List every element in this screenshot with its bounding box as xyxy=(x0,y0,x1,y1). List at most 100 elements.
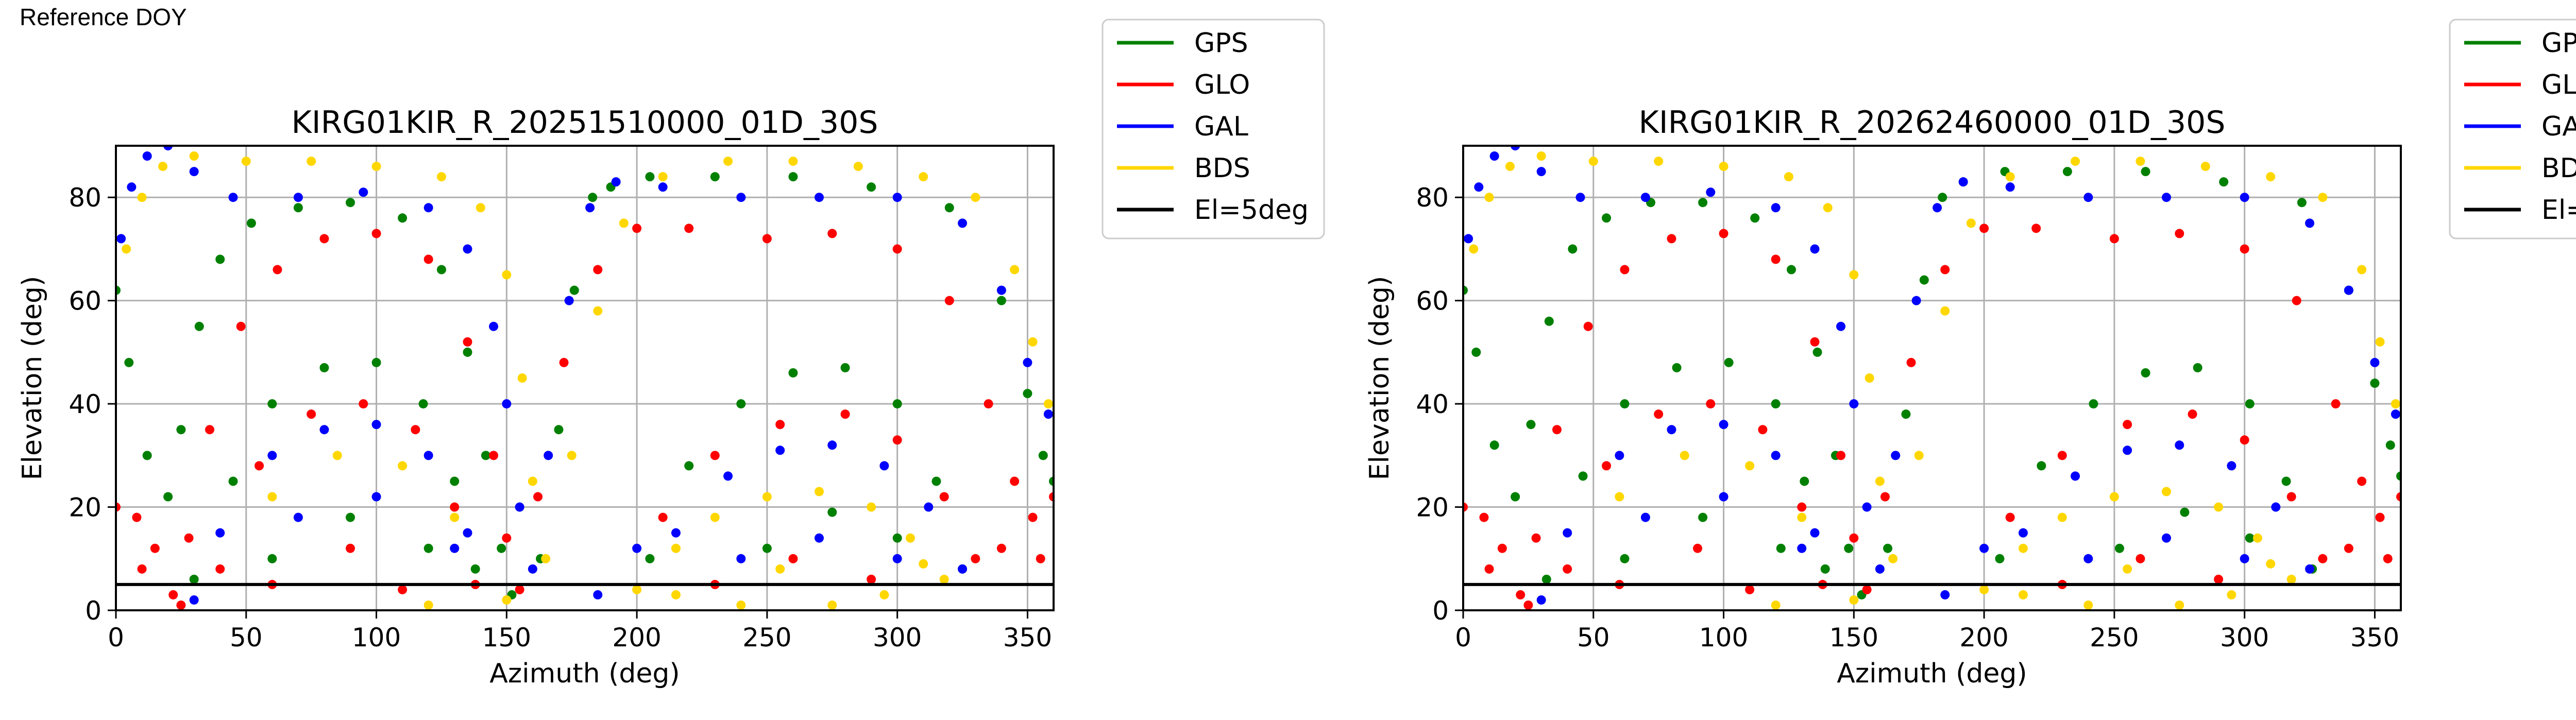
data-point-gal xyxy=(2370,357,2380,367)
data-point-glo xyxy=(1028,512,1038,522)
series-bds xyxy=(122,151,1053,610)
data-point-bds xyxy=(632,585,642,594)
data-point-gal xyxy=(2305,564,2315,574)
data-point-gps xyxy=(346,198,355,208)
data-point-gps xyxy=(267,399,277,409)
data-point-gal xyxy=(1836,321,1846,331)
legend-label: BDS xyxy=(1194,153,1250,184)
data-point-gal xyxy=(1933,203,1942,213)
data-point-gps xyxy=(645,554,655,563)
data-point-gps xyxy=(1820,564,1830,574)
x-tick-label: 100 xyxy=(352,623,401,653)
data-point-bds xyxy=(307,157,316,166)
data-point-bds xyxy=(1536,151,1546,161)
data-point-gal xyxy=(2083,193,2093,202)
axes-frame xyxy=(115,145,1055,611)
data-point-bds xyxy=(2005,172,2015,182)
data-point-gal xyxy=(544,451,553,460)
data-point-gal xyxy=(371,420,381,430)
data-point-glo xyxy=(1583,321,1593,331)
x-tick-label: 0 xyxy=(1455,623,1471,653)
data-point-gps xyxy=(194,321,204,331)
legend: GPS GLO GAL BDS El=5deg xyxy=(1101,19,1325,239)
data-point-gal xyxy=(228,193,238,202)
data-point-gal xyxy=(293,512,303,522)
data-point-bds xyxy=(971,193,980,202)
data-point-gal xyxy=(1958,177,1968,187)
data-point-gal xyxy=(1706,187,1716,197)
data-point-bds xyxy=(436,172,446,182)
data-point-bds xyxy=(1505,162,1515,172)
data-point-gps xyxy=(931,476,941,486)
data-point-gps xyxy=(2245,399,2255,409)
legend-label: El=5deg xyxy=(2541,195,2576,226)
x-tick-label: 250 xyxy=(2090,623,2139,653)
y-axis-label: Elevation (deg) xyxy=(1364,276,1395,481)
data-point-gal xyxy=(502,399,512,409)
data-point-bds xyxy=(1979,585,1989,594)
data-point-bds xyxy=(241,157,251,166)
axes-frame xyxy=(1462,145,2402,611)
data-point-gal xyxy=(528,564,537,574)
data-point-gps xyxy=(497,543,506,553)
data-point-gal xyxy=(463,528,472,538)
data-point-bds xyxy=(2175,600,2184,610)
data-point-glo xyxy=(463,337,472,347)
data-point-bds xyxy=(2266,172,2276,182)
data-point-bds xyxy=(267,492,277,502)
data-point-bds xyxy=(1028,337,1038,347)
data-point-gps xyxy=(2219,177,2229,187)
data-point-gps xyxy=(1698,198,1708,208)
data-point-glo xyxy=(1667,234,1676,244)
data-point-bds xyxy=(671,590,681,599)
data-point-gps xyxy=(2089,399,2098,409)
data-point-gps xyxy=(1844,543,1854,553)
data-point-gps xyxy=(1919,275,1929,285)
data-point-bds xyxy=(2357,265,2367,275)
data-point-bds xyxy=(723,157,733,166)
data-point-glo xyxy=(892,244,902,254)
legend: GPS GLO GAL BDS El=5deg xyxy=(2449,19,2576,239)
data-point-gps xyxy=(2115,543,2124,553)
data-point-bds xyxy=(619,218,629,228)
data-point-glo xyxy=(971,554,980,563)
data-point-bds xyxy=(2286,574,2296,584)
data-point-gal xyxy=(585,203,595,213)
data-point-bds xyxy=(1680,451,1689,460)
data-point-bds xyxy=(2391,399,2400,409)
series-bds xyxy=(1469,151,2400,610)
data-point-gal xyxy=(996,285,1006,295)
data-point-gal xyxy=(293,193,303,202)
data-point-gal xyxy=(611,177,621,187)
data-point-glo xyxy=(684,224,694,233)
data-point-gal xyxy=(2391,409,2400,419)
data-point-gal xyxy=(142,151,152,161)
data-point-gps xyxy=(996,296,1006,305)
data-point-gps xyxy=(215,254,225,264)
data-point-gps xyxy=(1489,440,1499,450)
data-point-glo xyxy=(450,502,460,512)
x-tick-label: 350 xyxy=(2350,623,2399,653)
data-point-glo xyxy=(359,399,368,409)
data-point-gal xyxy=(827,440,837,450)
data-point-gal xyxy=(2083,554,2093,563)
series-gps xyxy=(116,172,1054,599)
data-point-glo xyxy=(775,420,785,430)
data-point-bds xyxy=(853,162,863,172)
data-point-gal xyxy=(658,182,668,192)
data-point-gal xyxy=(815,193,824,202)
data-point-glo xyxy=(996,543,1006,553)
data-point-gal xyxy=(2344,285,2353,295)
data-point-gps xyxy=(450,476,460,486)
data-point-gps xyxy=(481,451,490,460)
data-point-gps xyxy=(1544,316,1554,326)
data-point-bds xyxy=(827,600,837,610)
data-point-gps xyxy=(1511,492,1520,502)
data-point-gps xyxy=(1812,347,1822,357)
data-point-glo xyxy=(184,533,194,543)
data-point-gal xyxy=(1489,151,1499,161)
data-point-gal xyxy=(189,595,199,605)
data-point-bds xyxy=(2227,590,2236,599)
data-point-bds xyxy=(2252,533,2262,543)
data-point-glo xyxy=(867,574,876,584)
